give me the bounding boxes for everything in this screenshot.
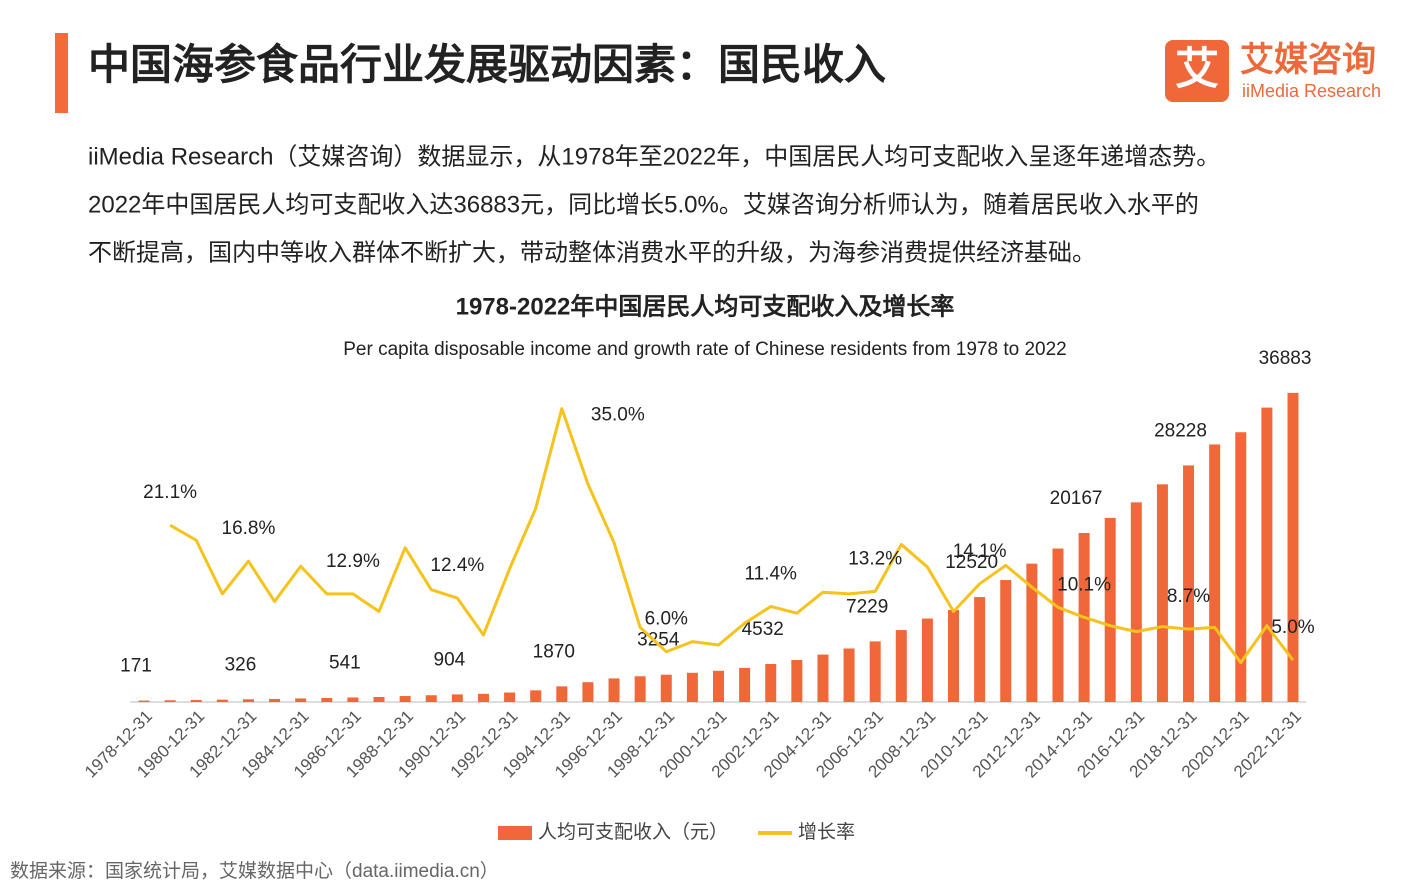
line-value-label: 11.4% [744,563,797,584]
bar [660,674,672,702]
bar-value-label: 904 [434,649,466,670]
bar [713,670,724,702]
bar [1183,465,1195,702]
logo-name: 艾媒咨询 [1240,41,1376,79]
bar [504,692,516,702]
chart-title: 1978-2022年中国居民人均可支配收入及增长率 [456,292,955,320]
bar [373,696,385,702]
source: 数据来源：国家统计局，艾媒数据中心（data.iimedia.cn） [10,860,499,880]
line-value-label: 21.1% [143,482,197,503]
bar-value-label: 7229 [846,596,888,617]
growth-line [169,407,1295,665]
bar [948,610,960,702]
bar-value-label: 4532 [742,619,784,640]
logo-name-en: iiMedia Research [1242,81,1381,101]
bar [739,667,751,702]
bar [634,676,646,702]
bar [921,618,933,702]
line-value-label: 12.4% [430,555,484,576]
legend-label: 增长率 [798,821,855,843]
bar [1261,407,1273,702]
bar [164,700,176,702]
paragraph-line: 2022年中国居民人均可支配收入达36883元，同比增长5.0%。艾媒咨询分析师… [88,191,1199,218]
bar [399,696,411,702]
line-value-label: 8.7% [1167,586,1210,607]
logo-mark-bg [1165,40,1229,102]
bar [425,695,437,702]
bar [477,693,489,702]
line-value-label: 13.2% [848,548,902,569]
bar [190,699,202,702]
bar [295,698,307,702]
bar [451,694,463,702]
line-value-label: 14.1% [953,541,1007,562]
legend-swatch [498,826,532,840]
bar [1209,444,1221,702]
line-value-label: 10.1% [1057,574,1111,595]
bar [1130,502,1142,702]
bar [895,630,907,702]
page-title: 中国海参食品行业发展驱动因素：国民收入 [88,41,886,88]
logo-mark: 艾 [1175,45,1219,94]
line-value-label: 6.0% [645,609,688,630]
bar [1052,548,1064,702]
bar-value-label: 326 [225,654,257,675]
bar [1026,563,1038,702]
bar [817,654,829,702]
paragraph-line: iiMedia Research（艾媒咨询）数据显示，从1978年至2022年，… [88,143,1220,170]
line-value-label: 5.0% [1271,617,1314,638]
bar [765,664,777,702]
bar-value-label: 541 [329,652,361,673]
bar [216,699,228,702]
bar [269,698,281,702]
bar [974,597,986,702]
bar [1287,392,1299,702]
bar [347,697,359,702]
bar [321,697,333,702]
bar [686,672,698,702]
bar-value-label: 20167 [1050,488,1103,509]
line-value-label: 16.8% [222,518,276,539]
bar [1235,432,1247,702]
bar [138,700,150,702]
bar [791,660,803,702]
bar-value-label: 12520 [945,552,998,573]
legend-label: 人均可支配收入（元） [538,821,728,843]
bar-value-label: 28228 [1154,420,1207,441]
bar [1156,484,1168,702]
chart-subtitle: Per capita disposable income and growth … [343,339,1066,360]
bar [556,686,568,702]
bar-value-label: 36883 [1259,348,1312,369]
bar [242,699,254,702]
bar-value-label: 1870 [533,641,575,662]
bar [530,690,542,702]
bar [582,682,594,702]
line-value-label: 35.0% [591,405,645,426]
bar [1104,517,1116,702]
paragraph-line: 不断提高，国内中等收入群体不断扩大，带动整体消费水平的升级，为海参消费提供经济基… [88,239,1096,266]
bar [869,641,881,702]
line-value-label: 12.9% [326,551,380,572]
bar [608,678,620,702]
bar-value-label: 171 [120,656,152,677]
bar [843,648,855,702]
title-accent [55,33,68,113]
bar [1000,580,1012,702]
